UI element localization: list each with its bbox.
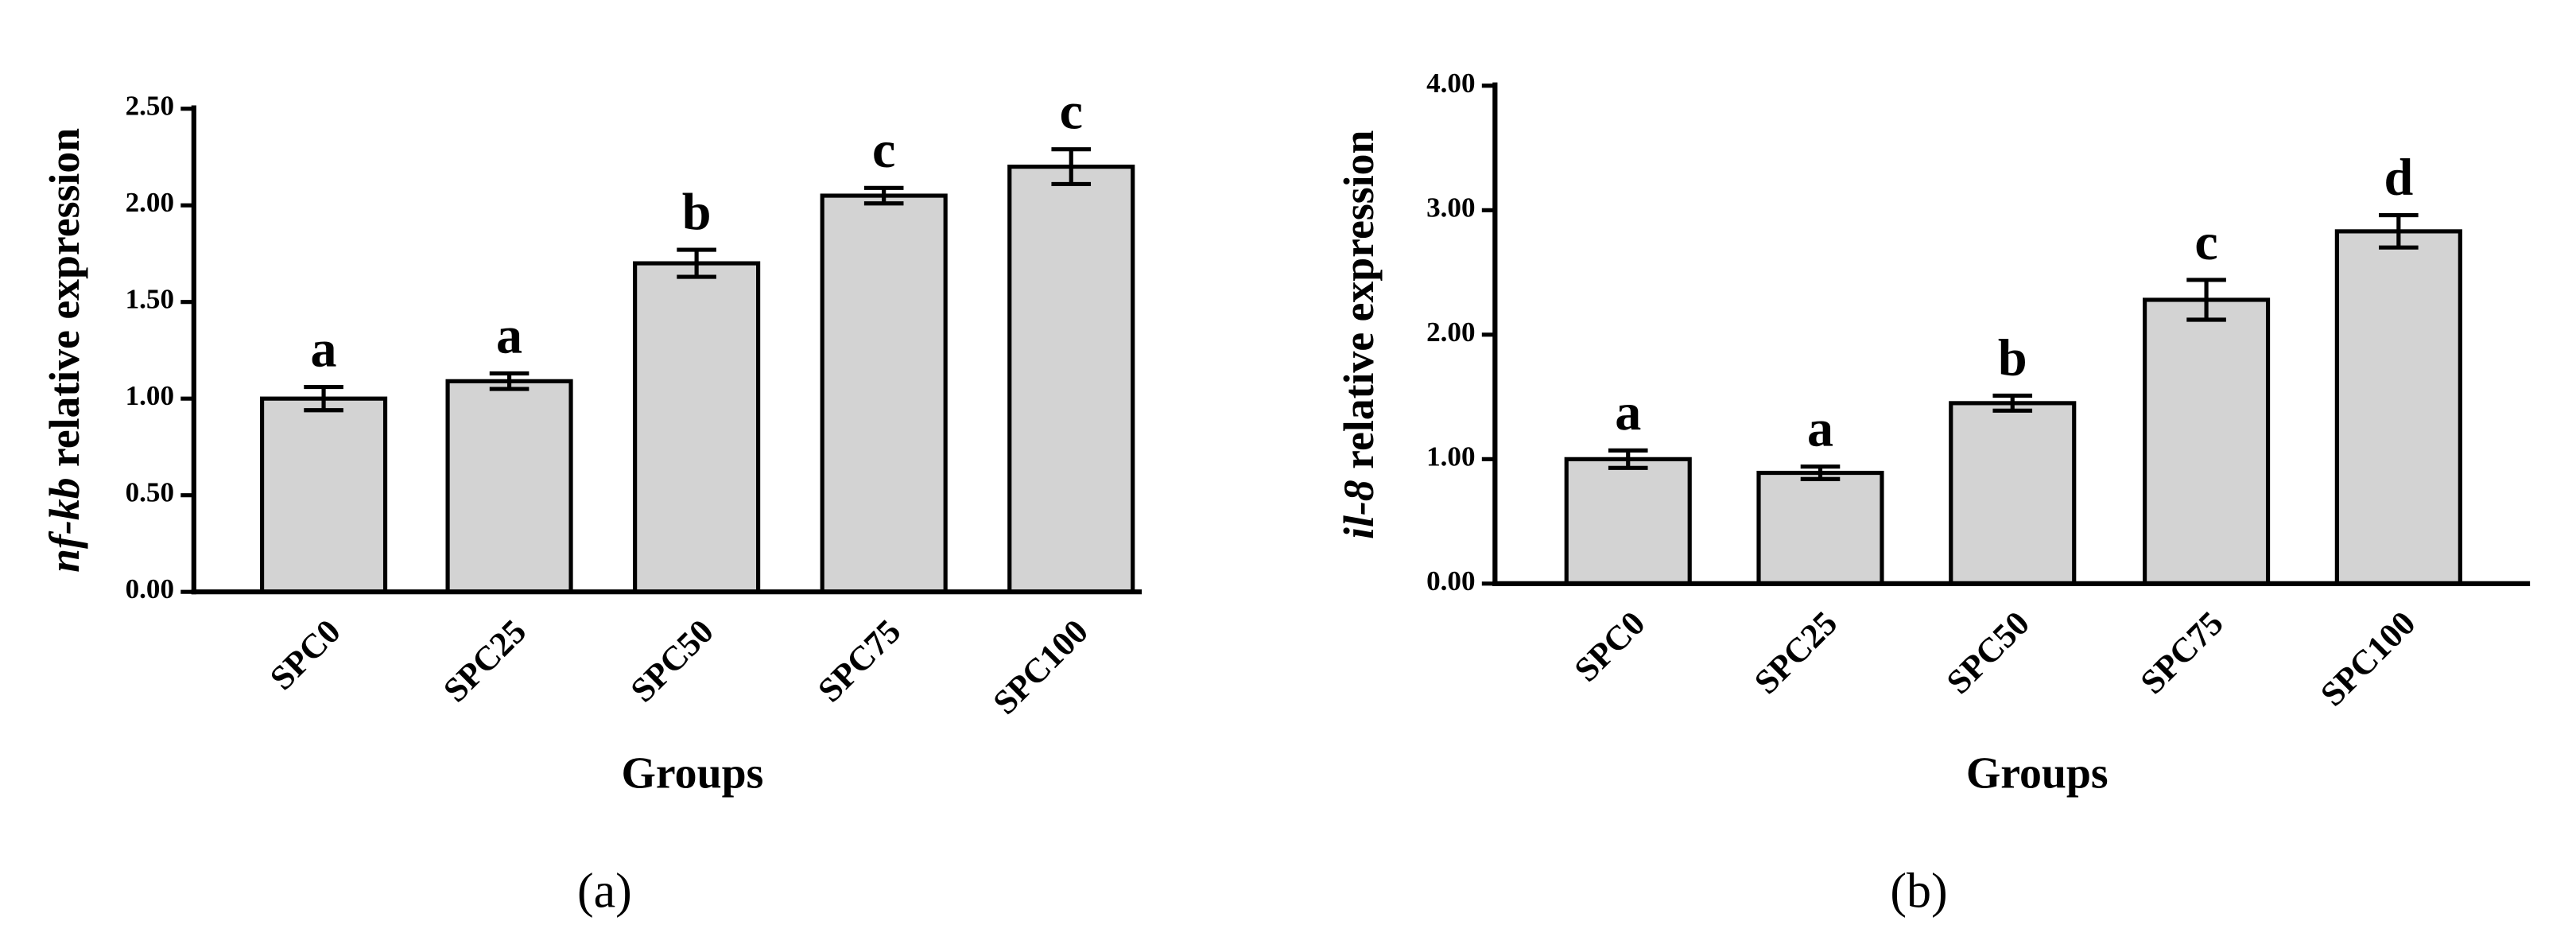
error-bar [677,247,716,279]
significance-letter: c [2194,213,2217,271]
x-tick-label: SPC0 [1567,604,1652,689]
significance-letter: a [1807,400,1833,458]
bar [1007,164,1135,594]
y-axis-title-text: relative expression [41,128,88,467]
significance-letter: a [311,320,337,378]
significance-letter: c [1060,83,1083,141]
x-tick-label: SPC100 [2314,604,2423,713]
significance-letter: a [496,306,522,364]
y-tick-label: 0.00 [126,573,174,604]
error-bar [2379,212,2419,250]
error-bar [489,371,530,391]
y-axis-title: il-8 relative expression [1335,130,1383,539]
bar [2143,297,2271,586]
x-tick-label: SPC50 [1939,604,2037,701]
y-tick-label: 2.00 [1426,317,1475,348]
y-tick-label: 0.50 [126,477,174,508]
y-axis-title-gene: nf-kb [41,478,88,573]
panel-label: (a) [577,865,632,919]
error-bar [863,185,904,206]
x-axis-title: Groups [1966,748,2109,798]
x-tick-label: SPC0 [262,612,347,697]
significance-letter: b [1998,328,2027,387]
error-bar [1608,448,1648,470]
y-tick-label: 1.00 [1426,441,1475,472]
y-tick-label: 0.00 [1426,565,1475,596]
bar [1949,401,2077,586]
x-tick-label: SPC25 [436,612,534,710]
x-tick-label: SPC100 [986,612,1096,722]
bar [2334,229,2462,586]
panel-label: (b) [1890,865,1947,919]
x-axis-title: Groups [622,748,764,798]
y-axis-title-text: relative expression [1335,130,1383,469]
bar [445,379,573,594]
y-axis-title-gene: il-8 [1335,480,1383,539]
y-tick-label: 2.50 [126,91,174,122]
bar [1564,457,1692,586]
x-tick-label: SPC75 [811,612,909,710]
y-tick-label: 2.00 [126,187,174,218]
error-bar [1051,147,1092,187]
y-tick-label: 3.00 [1426,192,1475,223]
x-tick-label: SPC50 [623,612,721,710]
bar [259,396,388,594]
significance-letter: b [682,183,712,241]
significance-letter: a [1615,383,1641,441]
error-bar [1992,393,2033,413]
error-bar [1800,464,1841,481]
significance-letter: d [2384,148,2413,206]
error-bar [2186,278,2226,322]
error-bar [304,385,343,413]
y-tick-label: 1.00 [126,380,174,411]
significance-letter: c [872,121,895,179]
y-axis-title: nf-kb relative expression [41,128,88,573]
bar [1756,470,1884,586]
bar [820,193,948,594]
x-tick-label: SPC75 [2133,604,2231,701]
x-tick-label: SPC25 [1748,604,1845,701]
bar [633,261,761,594]
y-tick-label: 1.50 [126,284,174,315]
y-tick-label: 4.00 [1426,68,1475,99]
